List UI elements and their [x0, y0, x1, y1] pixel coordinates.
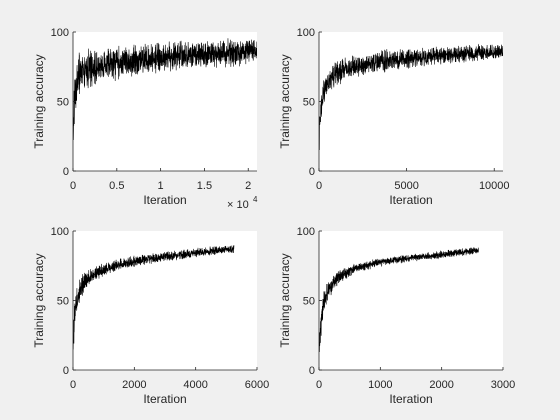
y-tick-label: 100 [297, 226, 315, 238]
x-tick-label: 3000 [491, 379, 515, 391]
y-tick-label: 0 [309, 166, 315, 178]
y-axis-label: Training accuracy [278, 253, 292, 347]
subplot-1: 0 0.5 1 1.5 2 0 50 100 Iteration Training accurac… [32, 27, 258, 211]
y-axis-label: Training accuracy [32, 253, 46, 347]
x-tick-label: 1.5 [197, 180, 212, 192]
subplot-3: 0 2000 4000 6000 0 50 100 Iteration Training acc… [32, 226, 269, 406]
accuracy-series-line [73, 245, 235, 350]
x-axis-label: Iteration [143, 193, 186, 207]
y-tick-label: 50 [303, 97, 315, 109]
x-tick-label: 1000 [368, 379, 392, 391]
accuracy-series-line [73, 38, 257, 140]
accuracy-series-line [319, 43, 503, 150]
x-tick-label: 4000 [183, 379, 207, 391]
x-tick-label: 0 [316, 379, 322, 391]
y-tick-label: 100 [51, 226, 69, 238]
x-tick-label: 6000 [245, 379, 269, 391]
x-tick-label: 0.5 [109, 180, 124, 192]
y-tick-label: 100 [51, 27, 69, 39]
x-tick-label: 2 [245, 180, 251, 192]
x-axis-label: Iteration [389, 193, 432, 207]
x-tick-label: 5000 [394, 180, 418, 192]
plot-area [319, 231, 503, 370]
x-tick-label: 0 [70, 379, 76, 391]
y-tick-label: 50 [57, 296, 69, 308]
y-tick-label: 0 [309, 365, 315, 377]
y-axis-label: Training accuracy [278, 54, 292, 148]
x-axis-label: Iteration [389, 392, 432, 406]
x-tick-label: 2000 [122, 379, 146, 391]
x-tick-label: 1 [158, 180, 164, 192]
y-tick-label: 100 [297, 27, 315, 39]
y-axis-label: Training accuracy [32, 54, 46, 148]
x-tick-label: 2000 [429, 379, 453, 391]
x-tick-label: 0 [70, 180, 76, 192]
x-tick-label: 10000 [479, 180, 510, 192]
y-tick-label: 0 [63, 166, 69, 178]
subplot-4: 0 1000 2000 3000 0 50 100 Iteration Training acc… [278, 226, 515, 406]
x-exponent-label: × 10 [227, 199, 249, 211]
subplot-2: 0 5000 10000 0 50 100 Iteration Training accura… [278, 27, 510, 207]
plot-area [73, 231, 257, 370]
y-tick-label: 50 [57, 97, 69, 109]
x-axis-label: Iteration [143, 392, 186, 406]
y-tick-label: 0 [63, 365, 69, 377]
accuracy-series-line [319, 247, 479, 353]
x-tick-label: 0 [316, 180, 322, 192]
x-exponent-power: 4 [253, 195, 258, 204]
y-tick-label: 50 [303, 296, 315, 308]
